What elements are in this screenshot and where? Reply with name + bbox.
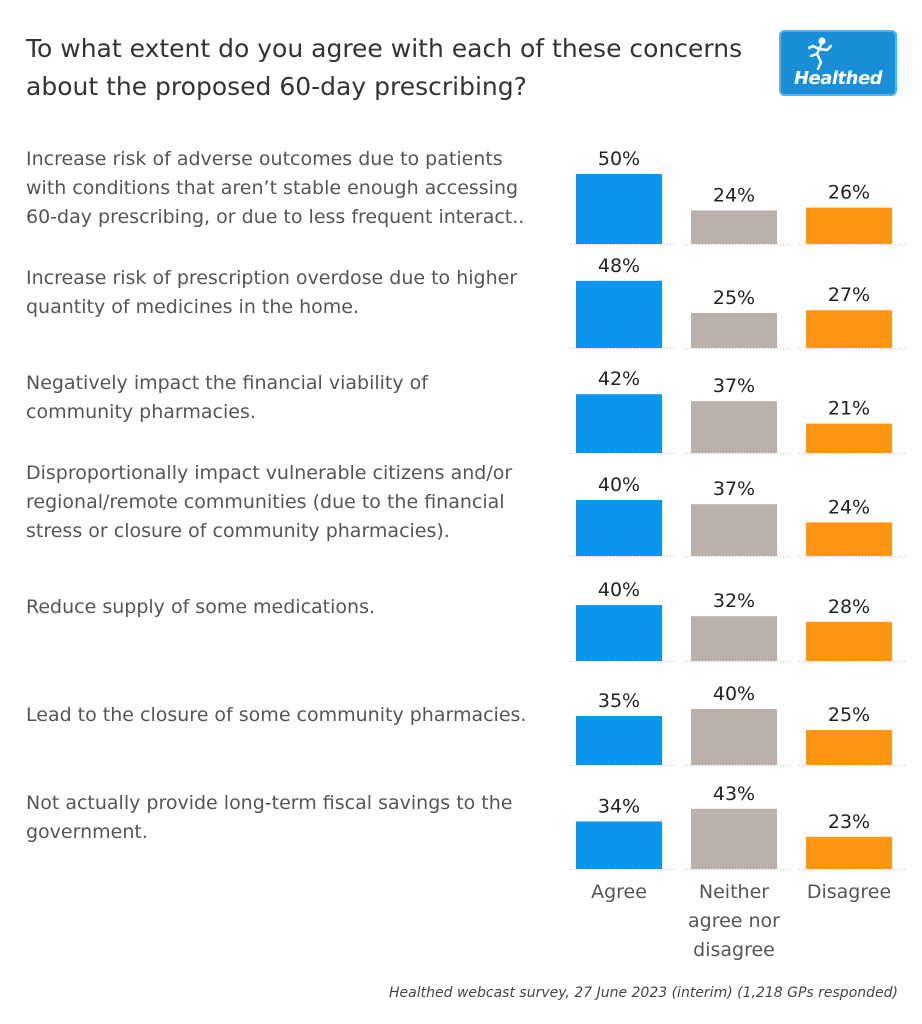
bar-agree [576,821,662,869]
row-label: Increase risk of adverse outcomes due to… [26,148,525,228]
data-label: 40% [713,683,755,705]
data-label: 28% [828,596,870,618]
bar-disagree [806,730,892,765]
bar-agree [576,174,662,244]
data-label: 23% [828,811,870,833]
column-label: Neither agree nor disagree [688,881,780,961]
column-label: Disagree [807,881,891,903]
data-label: 35% [598,690,640,712]
data-label: 27% [828,284,870,306]
data-label: 24% [713,184,755,206]
bar-disagree [806,522,892,556]
bar-neither [691,401,777,453]
source-note: Healthed webcast survey, 27 June 2023 (i… [389,985,898,1001]
chart-title: To what extent do you agree with each of… [26,34,743,101]
row-label: Reduce supply of some medications. [26,596,376,618]
data-label: 21% [828,398,870,420]
row-label: Disproportionally impact vulnerable citi… [26,462,513,542]
data-label: 48% [598,255,640,277]
bar-neither [691,616,777,661]
row-label: Lead to the closure of some community ph… [26,704,527,726]
bar-disagree [806,836,892,869]
bar-agree [576,394,662,453]
data-label: 37% [713,375,755,397]
healthed-logo: Healthed [779,30,897,96]
bar-agree [576,716,662,765]
bar-agree [576,500,662,556]
column-label: Agree [591,881,647,903]
data-label: 26% [828,182,870,204]
bar-neither [691,808,777,869]
data-label: 32% [713,590,755,612]
bar-neither [691,313,777,348]
data-label: 25% [713,287,755,309]
data-label: 34% [598,795,640,817]
data-label: 25% [828,704,870,726]
row-label: Not actually provide long-term fiscal sa… [26,792,513,843]
data-label: 40% [598,579,640,601]
logo-text: Healthed [793,68,883,89]
bar-agree [576,605,662,661]
data-label: 43% [713,783,755,805]
bar-neither [691,504,777,556]
bar-disagree [806,621,892,661]
bar-disagree [806,310,892,348]
bar-disagree [806,207,892,244]
data-label: 50% [598,148,640,170]
data-label: 37% [713,478,755,500]
data-label: 40% [598,474,640,496]
row-label: Increase risk of prescription overdose d… [26,267,518,318]
bar-neither [691,709,777,765]
bar-agree [576,280,662,348]
data-label: 24% [828,496,870,518]
data-label: 42% [598,368,640,390]
running-figure-icon [807,37,833,70]
bar-disagree [806,423,892,453]
row-label: Negatively impact the financial viabilit… [26,372,428,423]
bar-neither [691,210,777,244]
